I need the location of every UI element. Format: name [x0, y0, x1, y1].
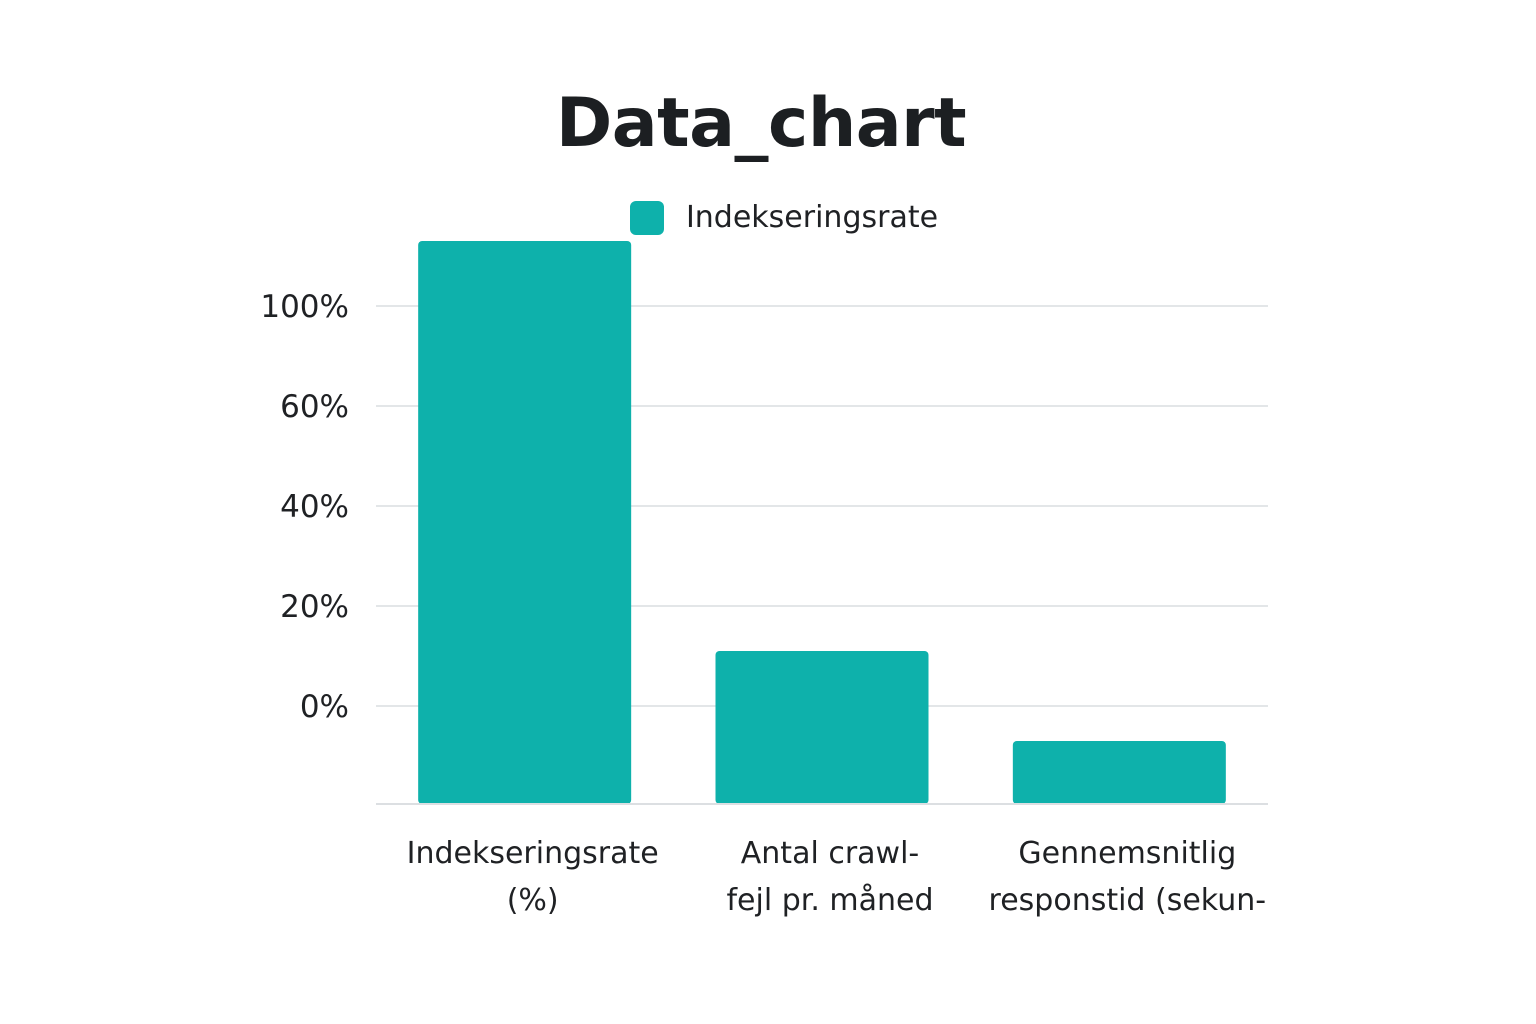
y-tick-label: 40% [280, 489, 349, 525]
bar [1012, 741, 1226, 804]
x-tick-label: Antal crawl- [741, 836, 919, 871]
y-tick-label: 20% [280, 589, 349, 625]
bars [418, 241, 1226, 804]
bar [418, 241, 632, 804]
y-tick-label: 100% [260, 289, 349, 325]
bar [715, 651, 929, 804]
x-tick-label: Gennemsnitlig [1018, 836, 1236, 871]
x-axis-labels: Indekseringsrate (%) Antal crawl-fejl pr. … [407, 836, 1267, 918]
legend-label: Indekseringsrate [685, 200, 939, 235]
x-tick-label: responstid (sekun- [989, 883, 1267, 918]
legend: Indekseringsrate [0, 200, 1536, 235]
y-tick-label: 60% [280, 389, 349, 425]
y-tick-label: 0% [300, 689, 349, 725]
legend-swatch [629, 200, 664, 235]
x-tick-label: (%) [507, 883, 559, 918]
x-tick-label: fejl pr. måned [726, 883, 933, 918]
x-tick-label: Indekseringsrate [407, 836, 659, 871]
y-axis-ticks: 100% 60% 40% 20% 0% [260, 289, 349, 725]
chart-title: Data_chart [555, 84, 967, 163]
